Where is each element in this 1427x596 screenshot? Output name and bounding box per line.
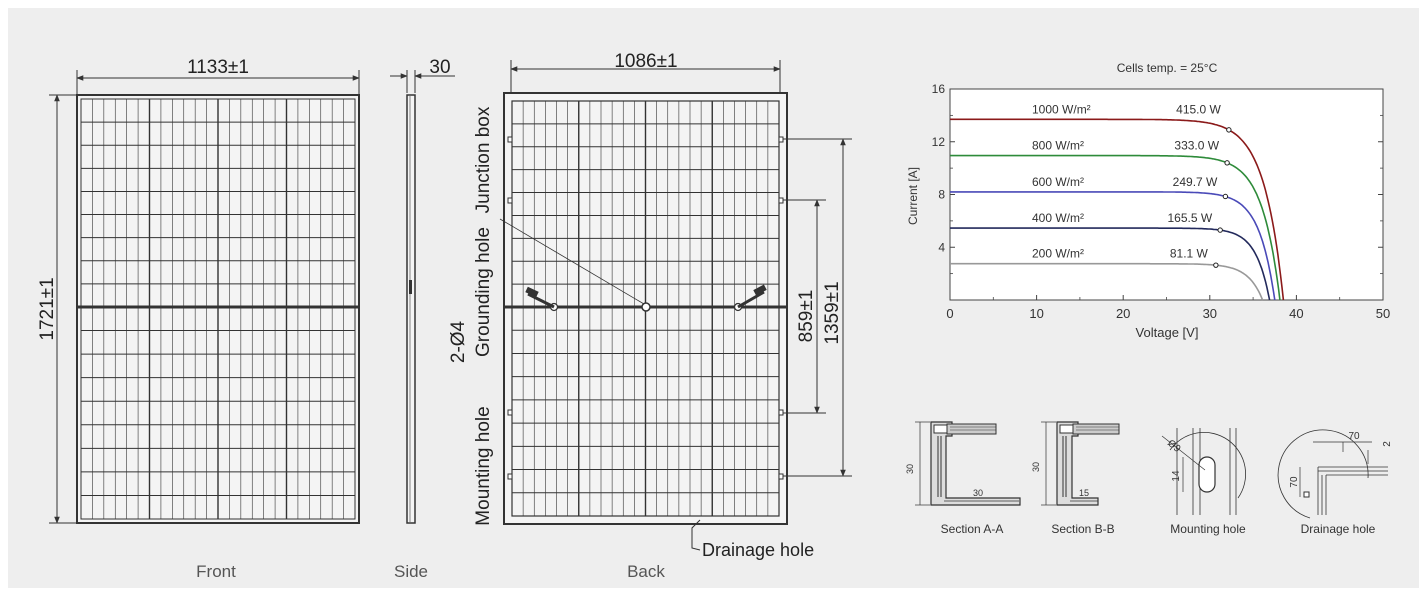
section-aa-dim-height: 30 [905, 464, 915, 474]
chart-title: Cells temp. = 25°C [1117, 61, 1218, 75]
drainage-hole-label: Drainage hole [702, 540, 814, 560]
front-width-label: 1133±1 [187, 57, 249, 78]
section-aa-label: Section A-A [941, 522, 1004, 536]
left-cable [527, 292, 555, 309]
series-power-label-1: 333.0 W [1174, 139, 1219, 153]
x-tick-label: 50 [1376, 306, 1390, 321]
mpp-point-1 [1224, 160, 1230, 166]
front-height-label: 1721±1 [37, 277, 58, 340]
drainage-hole-detail-label: Drainage hole [1301, 522, 1376, 536]
grounding-hole-spec: 2-Ø4 [448, 320, 469, 363]
mpp-point-0 [1226, 127, 1232, 133]
y-tick-label: 12 [932, 135, 946, 149]
chart-series-group: 1000 W/m² 415.0 W 800 W/m² 333.0 W 600 W/m² 2… [950, 102, 1285, 301]
side-thickness-label: 30 [429, 57, 450, 78]
section-aa-dim-width: 30 [973, 488, 983, 498]
drainage-hole-leader [691, 519, 701, 551]
series-power-label-4: 81.1 W [1170, 247, 1209, 261]
side-panel-profile [406, 94, 416, 524]
right-grounding-hole [778, 197, 784, 204]
chart-plot-area [949, 88, 1384, 301]
y-tick-label: 8 [938, 188, 945, 202]
x-tick-label: 10 [1029, 306, 1043, 321]
series-irradiance-label-1: 800 W/m² [1032, 139, 1084, 153]
junction-box-icon [641, 302, 651, 312]
drainage-hole-dim-gap: 2 [1382, 441, 1393, 447]
mounting-hole-dim-length: 14 [1171, 470, 1182, 482]
chart-y-axis-label: Current [A] [906, 167, 920, 225]
x-tick-label: 30 [1203, 306, 1217, 321]
drainage-hole-detail: 70 2 70 Drainage hole [1277, 429, 1393, 536]
mounting-slot-icon [1198, 456, 1216, 493]
section-bb-dim-width: 15 [1079, 488, 1089, 498]
section-aa-detail: 30 30 Section A-A [905, 421, 1021, 536]
mount-spacing-label: 859±1 [796, 290, 817, 343]
chart-axis-ticks: 0 10 20 30 40 50 4 8 12 16 [932, 82, 1391, 321]
section-bb-detail: 30 15 Section B-B [1031, 421, 1120, 536]
series-irradiance-label-2: 600 W/m² [1032, 175, 1084, 189]
series-irradiance-label-3: 400 W/m² [1032, 211, 1084, 225]
series-power-label-2: 249.7 W [1173, 175, 1218, 189]
x-tick-label: 40 [1289, 306, 1303, 321]
y-tick-label: 16 [932, 82, 946, 96]
section-bb-dim-height: 30 [1031, 462, 1041, 472]
side-junction-box [409, 280, 412, 294]
x-tick-label: 0 [946, 306, 953, 321]
front-cell-grid [81, 99, 355, 519]
mpp-point-4 [1213, 262, 1219, 268]
front-view: 1133±1 1721±1 Front [37, 57, 360, 581]
drainage-slot-icon [1303, 491, 1310, 498]
mpp-point-3 [1217, 227, 1223, 233]
x-tick-label: 20 [1116, 306, 1130, 321]
y-tick-label: 4 [938, 240, 945, 254]
mount-outer-label: 1359±1 [822, 281, 843, 344]
series-irradiance-label-4: 200 W/m² [1032, 247, 1084, 261]
series-line-4 [950, 262, 1264, 301]
mounting-hole-label: Mounting hole [473, 406, 494, 525]
junction-box-label: Junction box [473, 106, 494, 213]
series-power-label-3: 165.5 W [1167, 211, 1212, 225]
drainage-hole-dim-width: 70 [1348, 431, 1360, 442]
right-cable [737, 290, 765, 309]
mpp-point-2 [1222, 193, 1229, 200]
side-view-label: Side [394, 562, 428, 581]
series-irradiance-label-0: 1000 W/m² [1032, 102, 1091, 116]
left-grounding-hole [507, 197, 513, 204]
right-mounting-hole [778, 409, 784, 416]
grounding-hole-label: Grounding hole [473, 227, 494, 357]
mounting-hole-label: Mounting hole [1170, 522, 1246, 536]
drainage-hole-dim-height: 70 [1289, 476, 1300, 488]
front-view-label: Front [196, 562, 236, 581]
series-line-3 [950, 227, 1271, 301]
back-view: 1086±1 Junction box Grounding hole 2-Ø4 … [448, 51, 852, 581]
series-power-label-0: 415.0 W [1176, 102, 1221, 116]
back-width-label: 1086±1 [614, 51, 677, 72]
series-line-2 [950, 191, 1276, 301]
back-view-label: Back [627, 562, 665, 581]
chart-x-axis-label: Voltage [V] [1136, 325, 1199, 340]
left-mounting-hole [507, 409, 513, 416]
side-view: 30 Side [390, 57, 455, 581]
iv-chart: Cells temp. = 25°C 0 10 20 30 40 50 4 8 12 16 100… [906, 61, 1390, 340]
drainage-hole-arc [1277, 429, 1369, 519]
mounting-hole-detail: Ø9 14 Mounting hole [1161, 428, 1247, 536]
mounting-hole-arc [1169, 432, 1247, 499]
section-bb-label: Section B-B [1051, 522, 1114, 536]
